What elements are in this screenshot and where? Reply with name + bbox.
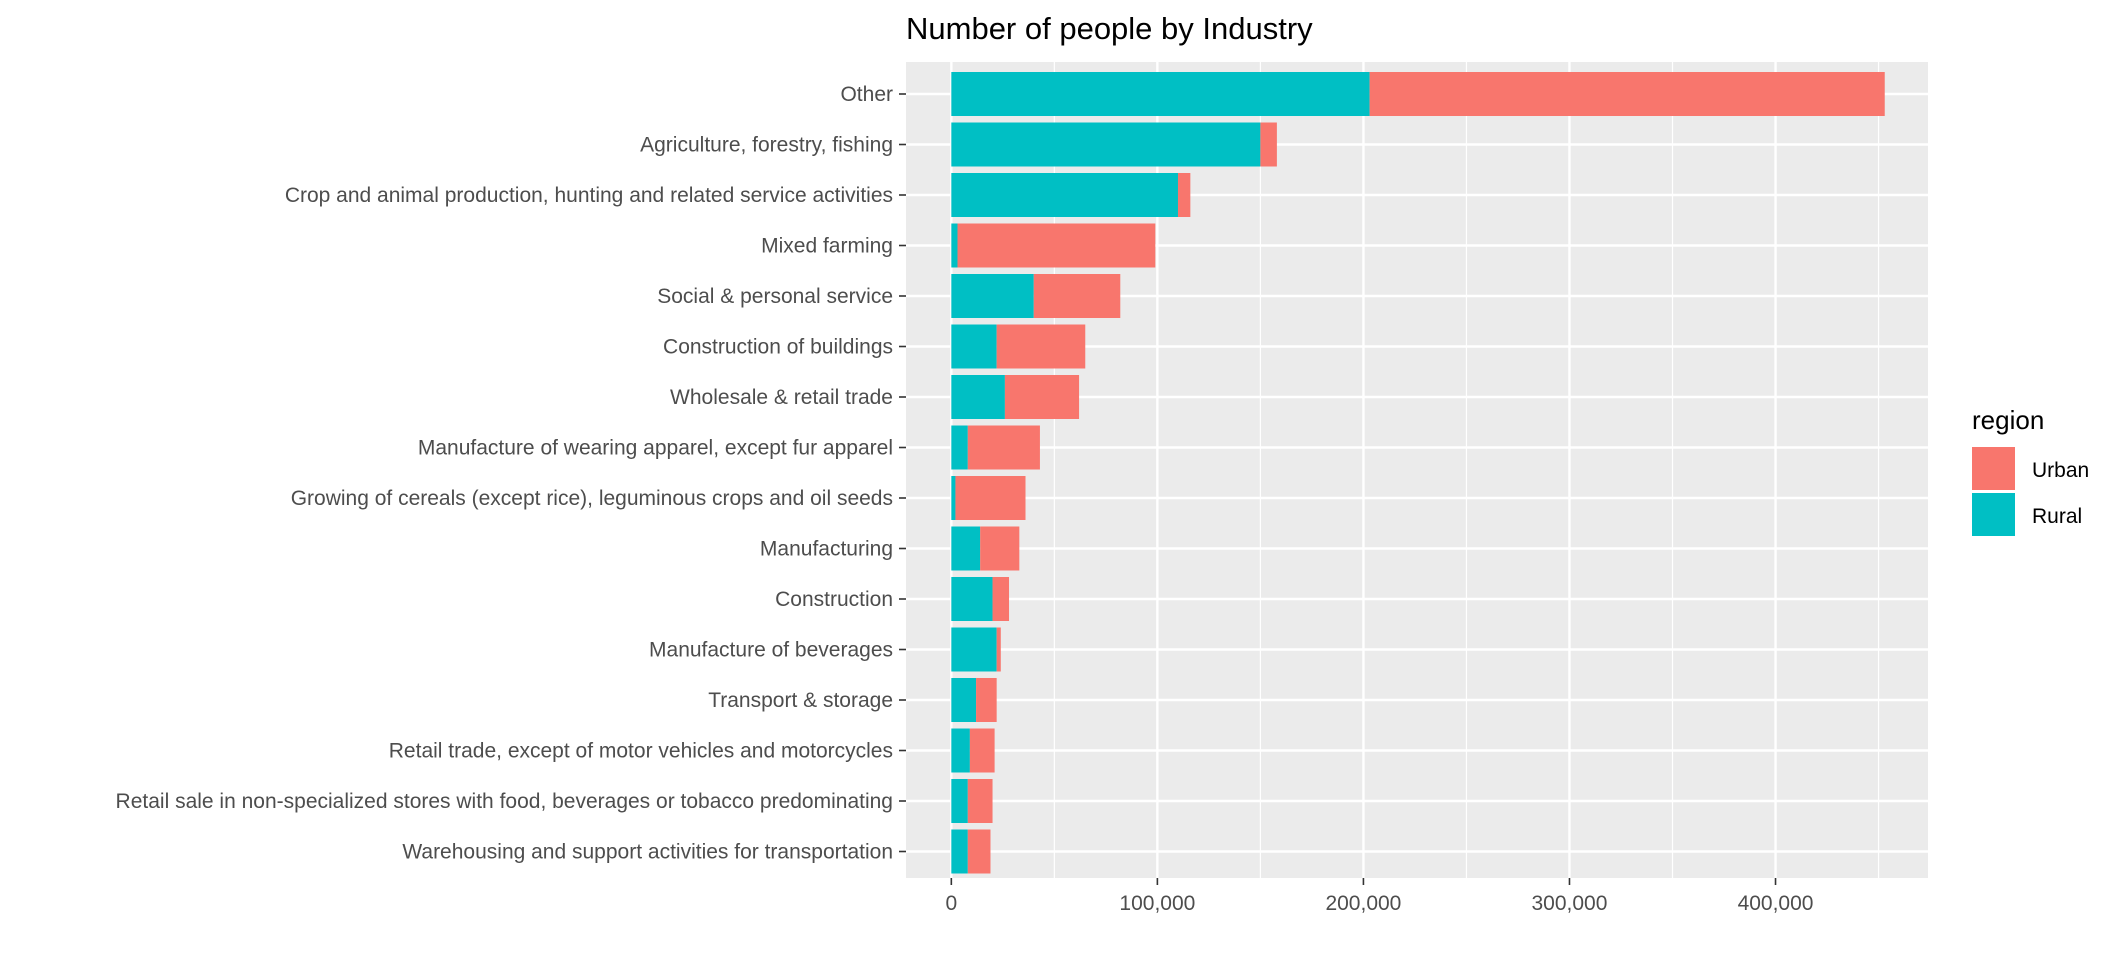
- bar-rural: [951, 829, 968, 874]
- bar-urban: [1004, 375, 1080, 419]
- bar-urban: [955, 476, 1026, 520]
- bar-rural: [951, 627, 997, 672]
- bar-urban: [1033, 274, 1121, 318]
- y-tick-label: Growing of cereals (except rice), legumi…: [291, 487, 893, 510]
- x-tick-label: 200,000: [1325, 892, 1401, 915]
- bar-urban: [996, 324, 1086, 369]
- y-tick-label: Retail trade, except of motor vehicles a…: [389, 740, 893, 763]
- bar-urban: [992, 577, 1010, 621]
- legend: region Urban Rural: [1972, 405, 2089, 536]
- y-tick-label: Manufacturing: [760, 538, 893, 561]
- bar-rural: [951, 577, 993, 621]
- bar-urban: [957, 223, 1156, 268]
- bar-rural: [951, 274, 1034, 318]
- y-tick-label: Social & personal service: [657, 285, 893, 308]
- y-tick-label: Wholesale & retail trade: [670, 386, 893, 409]
- y-tick-label: Manufacture of wearing apparel, except f…: [418, 437, 893, 460]
- legend-label-rural: Rural: [2032, 505, 2082, 528]
- bar-urban: [1260, 122, 1277, 167]
- bar-rural: [951, 728, 970, 773]
- bar-urban: [1369, 72, 1885, 116]
- y-tick-label: Construction: [775, 588, 893, 611]
- y-axis: Other Agriculture, forestry, fishing Crop …: [116, 83, 906, 864]
- bar-urban: [967, 425, 1040, 470]
- legend-key-urban: [1972, 447, 2015, 490]
- x-tick-label: 0: [945, 892, 957, 915]
- bar-rural: [951, 122, 1261, 167]
- bar-rural: [951, 779, 968, 823]
- y-tick-label: Warehousing and support activities for t…: [402, 841, 893, 864]
- y-tick-label: Retail sale in non-specialized stores wi…: [116, 790, 893, 813]
- bar-rural: [951, 425, 968, 470]
- bar-group: [951, 72, 1885, 874]
- bar-rural: [951, 678, 977, 722]
- y-tick-label: Transport & storage: [708, 689, 893, 712]
- bar-urban: [969, 728, 995, 773]
- x-axis: 0 100,000 200,000 300,000 400,000: [945, 878, 1813, 915]
- bar-rural: [951, 72, 1370, 116]
- bar-rural: [951, 173, 1178, 217]
- bar-urban: [976, 678, 997, 722]
- bar-rural: [951, 324, 997, 369]
- bar-rural: [951, 375, 1005, 419]
- y-tick-label: Agriculture, forestry, fishing: [640, 134, 893, 157]
- bar-urban: [1177, 173, 1191, 217]
- legend-label-urban: Urban: [2032, 459, 2089, 482]
- legend-key-rural: [1972, 493, 2015, 536]
- x-tick-label: 300,000: [1532, 892, 1608, 915]
- bar-urban: [996, 627, 1001, 672]
- chart-title: Number of people by Industry: [906, 11, 1313, 46]
- bar-rural: [951, 476, 956, 520]
- bar-urban: [967, 829, 991, 874]
- bar-rural: [951, 223, 958, 268]
- y-tick-label: Manufacture of beverages: [649, 639, 893, 662]
- y-tick-label: Construction of buildings: [663, 336, 893, 359]
- x-tick-label: 400,000: [1738, 892, 1814, 915]
- y-tick-label: Mixed farming: [761, 235, 893, 258]
- legend-title: region: [1972, 405, 2044, 435]
- bar-urban: [967, 779, 993, 823]
- x-tick-label: 100,000: [1119, 892, 1195, 915]
- y-tick-label: Crop and animal production, hunting and …: [285, 184, 893, 207]
- y-tick-label: Other: [840, 83, 893, 106]
- bar-urban: [980, 526, 1020, 571]
- bar-rural: [951, 526, 981, 571]
